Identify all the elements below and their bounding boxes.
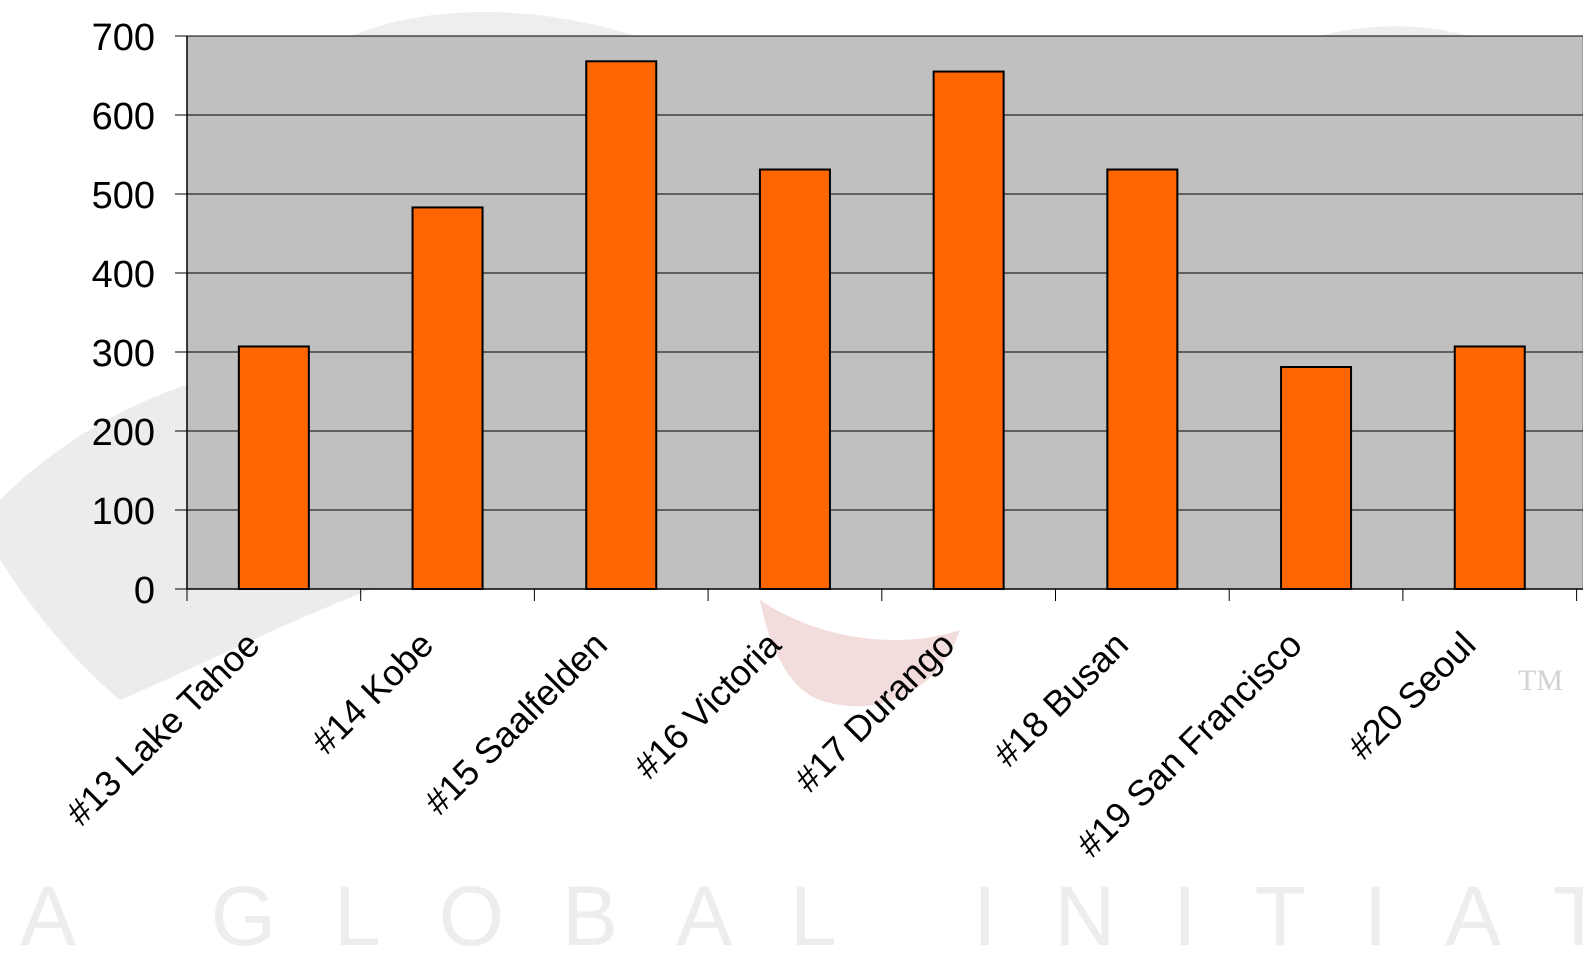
bar: [411, 206, 484, 590]
watermark-swirl-center: [760, 600, 960, 707]
y-tick-label: 600: [92, 96, 155, 138]
bar: [1106, 168, 1179, 590]
bar: [237, 345, 310, 590]
bar: [758, 168, 831, 590]
watermark-text: A GLOBAL INITIATIV: [20, 869, 1583, 951]
bar: [585, 60, 658, 590]
trademark-text: TM: [1518, 664, 1563, 697]
plot-area: [186, 35, 1583, 590]
bar: [1280, 366, 1353, 591]
y-tick-label: 100: [92, 491, 155, 533]
plot-background: [186, 35, 1583, 590]
y-tick-labels: 0 100 200 300 400 500 600 700: [92, 17, 155, 612]
y-tick-label: 300: [92, 333, 155, 375]
y-tick-label: 200: [92, 412, 155, 454]
y-tick-label: 400: [92, 254, 155, 296]
x-tick-label: #18 Busan: [985, 624, 1136, 775]
axes: [175, 35, 1583, 601]
x-tick-labels: #13 Lake Tahoe #14 Kobe#15 Saalfelden #16 …: [58, 623, 1484, 865]
bars: [237, 60, 1526, 591]
y-tick-label: 0: [134, 570, 155, 612]
x-tick-label: #15 Saalfelden: [416, 624, 615, 823]
x-tick-label: #20 Seoul: [1340, 624, 1484, 768]
y-tick-label: 500: [92, 175, 155, 217]
x-tick-label: #14 Kobe: [303, 624, 441, 762]
bar: [1453, 345, 1526, 590]
bar: [932, 70, 1005, 591]
x-tick-label: #16 Victoria: [626, 623, 790, 787]
y-tick-label: 700: [92, 17, 155, 59]
